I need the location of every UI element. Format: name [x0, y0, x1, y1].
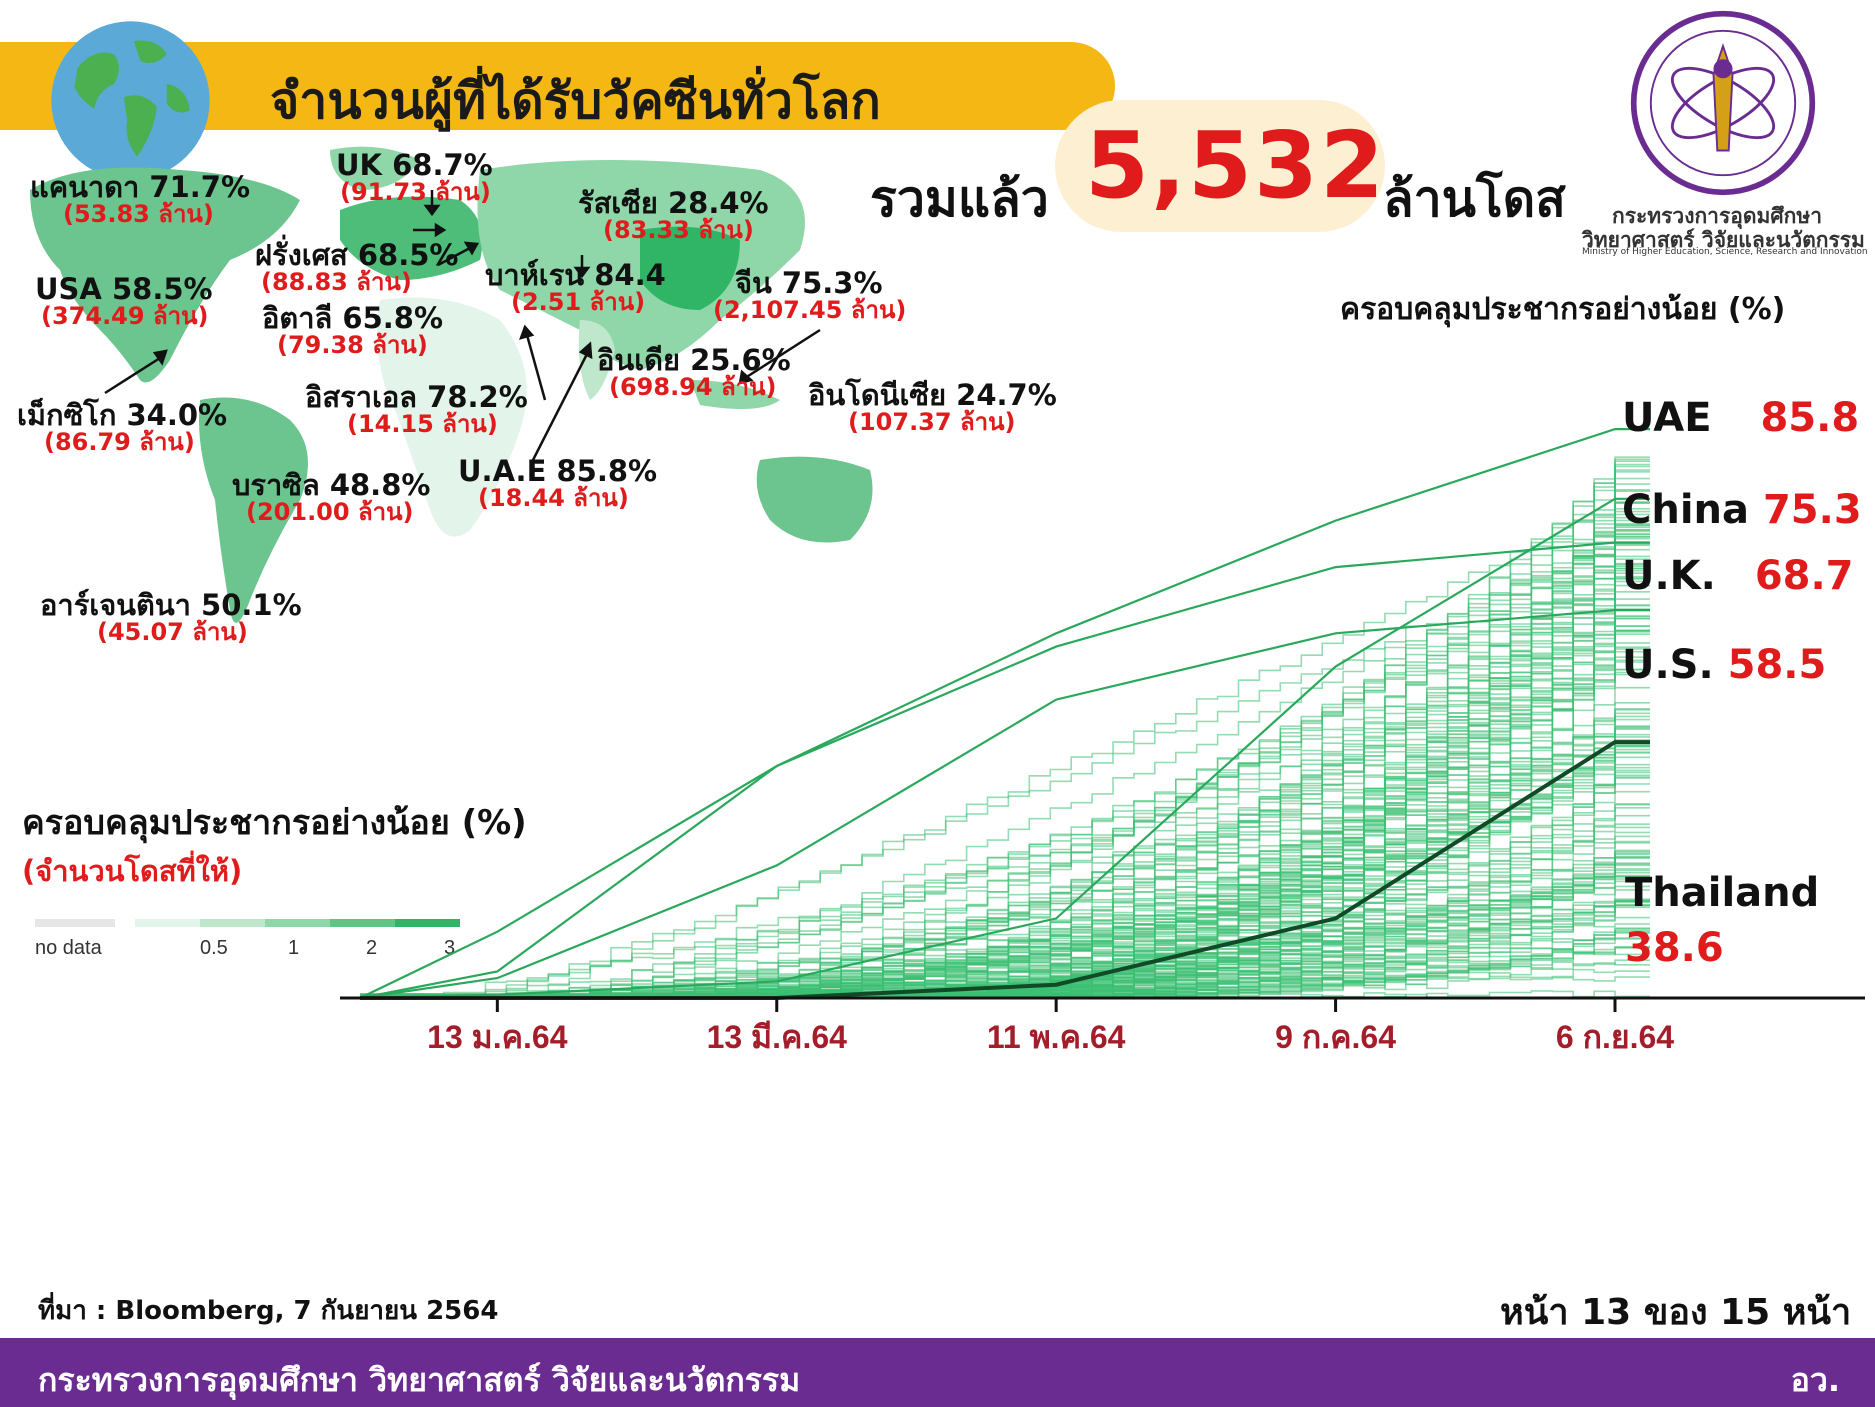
- map-label-argentina: อาร์เจนตินา 50.1% (45.07 ล้าน): [40, 588, 302, 647]
- country-line: [360, 528, 1650, 999]
- series-line-china: [359, 497, 1650, 1000]
- color-legend: no data 0.5 1 2 3: [35, 919, 460, 959]
- vaccination-line-chart: 13 ม.ค.64 13 มี.ค.64 11 พ.ค.64 9 ก.ค.64 6 ก.…: [340, 428, 1865, 1055]
- series-line-uk: [359, 541, 1650, 1000]
- legend-label-no-data: no data: [35, 937, 103, 959]
- legend-title: ครอบคลุมประชากรอย่างน้อย (%): [22, 803, 527, 843]
- chart-title: ครอบคลุมประชากรอย่างน้อย (%): [1340, 292, 1786, 327]
- x-tick-label: 9 ก.ค.64: [1275, 1019, 1396, 1055]
- source-note: ที่มา : Bloomberg, 7 กันยายน 2564: [38, 1296, 499, 1326]
- legend-tick-2: 2: [366, 937, 377, 959]
- map-label-italy: อิตาลี 65.8% (79.38 ล้าน): [262, 301, 444, 360]
- ministry-name-en: Ministry of Higher Education, Science, R…: [1582, 247, 1868, 257]
- legend-tick-1: 1: [288, 937, 299, 959]
- ministry-name-line1: กระทรวงการอุดมศึกษา: [1612, 204, 1822, 228]
- country-line: [360, 533, 1650, 999]
- value-label-thailand-value: 38.6: [1625, 925, 1724, 971]
- total-pill: [1055, 100, 1385, 232]
- total-doses-value: 5,532: [1085, 112, 1387, 219]
- background-country-lines: [360, 456, 1650, 999]
- x-axis: 13 ม.ค.64 13 มี.ค.64 11 พ.ค.64 9 ก.ค.64 6 ก.…: [340, 996, 1865, 1055]
- country-line: [360, 529, 1650, 999]
- map-label-france: ฝรั่งเศส 68.5% (88.83 ล้าน): [255, 238, 459, 297]
- country-line: [360, 502, 1650, 999]
- legend-swatch-2: [265, 919, 330, 927]
- total-suffix: ล้านโดส: [1383, 170, 1566, 228]
- series-line-us: [359, 609, 1650, 1000]
- x-tick-label: 6 ก.ย.64: [1556, 1019, 1674, 1055]
- map-label-mexico: เม็กซิโก 34.0% (86.79 ล้าน): [17, 398, 228, 457]
- legend-tick-0.5: 0.5: [200, 937, 228, 959]
- legend-swatch-no-data: [35, 919, 115, 927]
- map-label-canada: แคนาดา 71.7% (53.83 ล้าน): [30, 170, 251, 229]
- value-label-us: U.S. 58.5: [1622, 642, 1827, 688]
- map-label-india: อินเดีย 25.6% (698.94 ล้าน): [597, 343, 791, 402]
- map-label-bahrain: บาห์เรน 84.4 (2.51 ล้าน): [485, 258, 666, 317]
- x-tick-label: 13 ม.ค.64: [427, 1019, 568, 1055]
- legend-swatch-0: [135, 919, 200, 927]
- total-prefix: รวมแล้ว: [870, 170, 1049, 228]
- country-line: [360, 530, 1650, 999]
- x-tick-label: 13 มี.ค.64: [707, 1019, 848, 1055]
- globe-icon: [51, 21, 210, 180]
- footer-ministry-name: กระทรวงการอุดมศึกษา วิทยาศาสตร์ วิจัยและ…: [38, 1361, 801, 1399]
- series-line-uae: [359, 428, 1650, 999]
- footer-abbreviation: อว.: [1790, 1361, 1840, 1399]
- country-line: [360, 544, 1650, 999]
- page-number: หน้า 13 ของ 15 หน้า: [1500, 1292, 1852, 1333]
- country-line: [360, 510, 1650, 999]
- ministry-name-line2: วิทยาศาสตร์ วิจัยและนวัตกรรม: [1582, 228, 1865, 252]
- country-line: [360, 533, 1650, 999]
- legend-swatch-3: [330, 919, 395, 927]
- legend-tick-3: 3: [444, 937, 455, 959]
- value-label-china: China 75.3: [1622, 487, 1862, 533]
- ministry-logo: [1630, 10, 1816, 196]
- value-label-uk: U.K. 68.7: [1622, 553, 1854, 599]
- map-label-china: จีน 75.3% (2,107.45 ล้าน): [713, 266, 907, 325]
- page-title: จำนวนผู้ที่ได้รับวัคซีนทั่วโลก: [270, 72, 881, 130]
- footer-bar: [0, 1338, 1875, 1407]
- x-tick-label: 11 พ.ค.64: [987, 1019, 1126, 1055]
- legend-subtitle: (จำนวนโดสที่ให้): [22, 854, 243, 888]
- map-label-israel: อิสราเอล 78.2% (14.15 ล้าน): [305, 380, 528, 439]
- world-map: [30, 146, 873, 623]
- map-label-indonesia: อินโดนีเซีย 24.7% (107.37 ล้าน): [808, 378, 1057, 437]
- value-label-thailand-name: Thailand: [1625, 870, 1820, 916]
- map-label-brazil: บราซิล 48.8% (201.00 ล้าน): [232, 468, 431, 527]
- legend-swatch-1: [200, 919, 265, 927]
- map-label-uk: UK 68.7% (91.73 ล้าน): [336, 148, 493, 207]
- map-label-usa: USA 58.5% (374.49 ล้าน): [35, 272, 213, 331]
- highlighted-series-lines: [359, 428, 1650, 1000]
- value-label-uae: UAE 85.8: [1622, 395, 1860, 441]
- map-label-russia: รัสเซีย 28.4% (83.33 ล้าน): [578, 186, 769, 245]
- map-label-uae: U.A.E 85.8% (18.44 ล้าน): [458, 454, 658, 513]
- legend-swatch-4: [395, 919, 460, 927]
